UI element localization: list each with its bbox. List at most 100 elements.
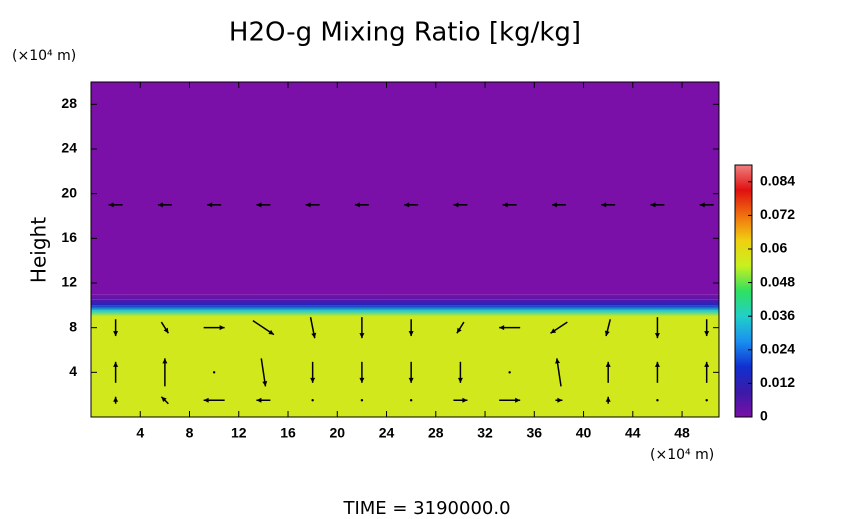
- wind-vector: [605, 396, 611, 404]
- colorbar-tick-label: 0.024: [760, 341, 795, 357]
- vector-head: [457, 377, 463, 383]
- field-band: [91, 82, 719, 295]
- wind-vector: [555, 397, 563, 403]
- wind-vector: [160, 321, 170, 334]
- wind-vector: [311, 399, 314, 402]
- x-tick-label: 40: [576, 425, 592, 441]
- wind-vector: [704, 319, 710, 337]
- wind-vector: [453, 397, 468, 403]
- y-tick-label: 8: [69, 318, 77, 334]
- y-tick-label: 12: [61, 274, 77, 290]
- wind-vector: [408, 319, 414, 337]
- field-band: [91, 294, 719, 300]
- wind-vector: [309, 317, 317, 339]
- wind-vector: [654, 317, 660, 339]
- x-tick-label: 44: [625, 425, 641, 441]
- vector-head: [604, 330, 610, 337]
- vector-head: [601, 202, 607, 208]
- wind-vector: [203, 325, 225, 331]
- colorbar-tick-label: 0.012: [760, 374, 795, 390]
- x-tick-label: 36: [527, 425, 543, 441]
- wind-vector: [260, 358, 268, 387]
- vector-head: [551, 202, 557, 208]
- wind-vector: [408, 361, 414, 383]
- vector-head: [515, 397, 521, 403]
- vector-head: [550, 328, 557, 334]
- wind-vector: [605, 361, 611, 383]
- wind-vector: [360, 399, 364, 402]
- wind-vector: [305, 202, 320, 208]
- wind-vector: [113, 396, 119, 404]
- vector-head: [650, 202, 656, 208]
- wind-vector: [354, 202, 369, 208]
- vector-head: [359, 333, 365, 339]
- vector-head: [157, 202, 163, 208]
- vector-dot: [360, 399, 364, 402]
- vector-head: [311, 332, 317, 339]
- x-unit: (×10⁴ m): [650, 447, 714, 463]
- wind-vector: [650, 202, 665, 208]
- wind-vector: [704, 361, 710, 383]
- chart-title: H2O-g Mixing Ratio [kg/kg]: [229, 18, 581, 48]
- wind-vector: [654, 361, 660, 383]
- vector-head: [408, 377, 414, 383]
- wind-vector: [252, 320, 275, 336]
- vector-head: [654, 361, 660, 367]
- vector-dot: [508, 371, 511, 374]
- vector-head: [359, 377, 365, 383]
- vector-head: [256, 397, 262, 403]
- colorbar-tick-label: 0.06: [760, 240, 787, 256]
- wind-vector: [409, 399, 413, 402]
- wind-vector: [699, 202, 714, 208]
- vector-dot: [656, 399, 659, 402]
- wind-vector: [212, 371, 216, 374]
- plot-frame: [90, 81, 720, 418]
- x-tick-label: 12: [231, 425, 247, 441]
- y-tick-label: 20: [61, 184, 77, 200]
- vector-head: [310, 377, 316, 383]
- vector-dot: [705, 399, 708, 402]
- wind-vector: [601, 202, 616, 208]
- y-axis-label: Height: [27, 217, 51, 283]
- wind-vector: [113, 361, 119, 383]
- vector-head: [699, 202, 705, 208]
- vector-head: [408, 331, 414, 337]
- vector-head: [113, 396, 119, 402]
- y-tick-label: 16: [61, 229, 77, 245]
- vector-head: [262, 381, 268, 387]
- vector-head: [404, 202, 410, 208]
- wind-vector: [457, 361, 463, 383]
- y-tick-label: 28: [61, 95, 77, 111]
- colorbar-tick-label: 0.072: [760, 206, 795, 222]
- field-band: [91, 316, 719, 417]
- vector-head: [219, 325, 225, 331]
- field-band: [91, 305, 719, 311]
- vector-head: [555, 358, 561, 364]
- wind-vector: [203, 397, 225, 403]
- wind-vector: [256, 397, 271, 403]
- x-tick-label: 20: [329, 425, 345, 441]
- wind-vector: [162, 358, 168, 387]
- x-tick-label: 48: [674, 425, 690, 441]
- wind-vector: [108, 202, 123, 208]
- vector-head: [456, 327, 462, 334]
- vector-head: [268, 329, 274, 335]
- wind-vector: [157, 202, 172, 208]
- vector-head: [605, 396, 611, 402]
- wind-vector: [502, 202, 517, 208]
- wind-vector: [359, 361, 365, 383]
- vector-head: [704, 331, 710, 337]
- vector-head: [453, 202, 459, 208]
- wind-vector: [656, 399, 659, 402]
- colorbar-tick-label: 0.048: [760, 273, 795, 289]
- colorbar-tick-label: 0.036: [760, 307, 795, 323]
- wind-vector: [499, 397, 521, 403]
- wind-vector: [453, 202, 468, 208]
- wind-vector: [456, 321, 465, 334]
- wind-vector: [160, 396, 169, 405]
- footer: TIME = 3190000.0: [342, 498, 510, 519]
- vector-head: [163, 327, 169, 334]
- vector-head: [203, 397, 209, 403]
- vector-dot: [212, 371, 216, 374]
